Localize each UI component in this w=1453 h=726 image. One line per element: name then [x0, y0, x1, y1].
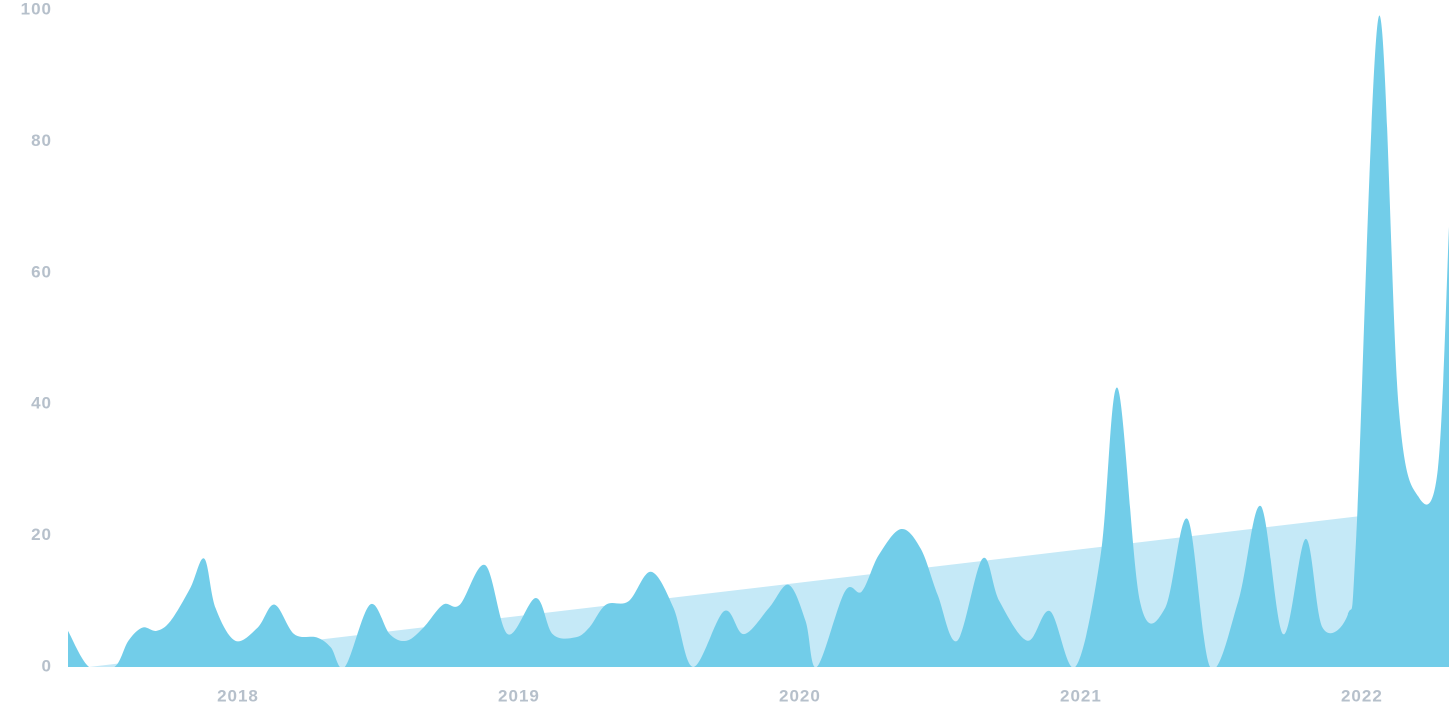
x-tick-label: 2021	[1060, 686, 1102, 705]
y-tick-label: 20	[31, 525, 52, 544]
area	[68, 15, 1449, 667]
y-tick-label: 60	[31, 262, 52, 281]
y-tick-label: 100	[21, 0, 52, 18]
y-tick-label: 80	[31, 131, 52, 150]
y-tick-label: 40	[31, 394, 52, 413]
x-tick-label: 2018	[217, 686, 259, 705]
x-tick-label: 2019	[498, 686, 540, 705]
x-tick-label: 2022	[1341, 686, 1383, 705]
y-tick-label: 0	[42, 656, 52, 675]
x-tick-label: 2020	[779, 686, 821, 705]
plot-area	[68, 15, 1449, 667]
